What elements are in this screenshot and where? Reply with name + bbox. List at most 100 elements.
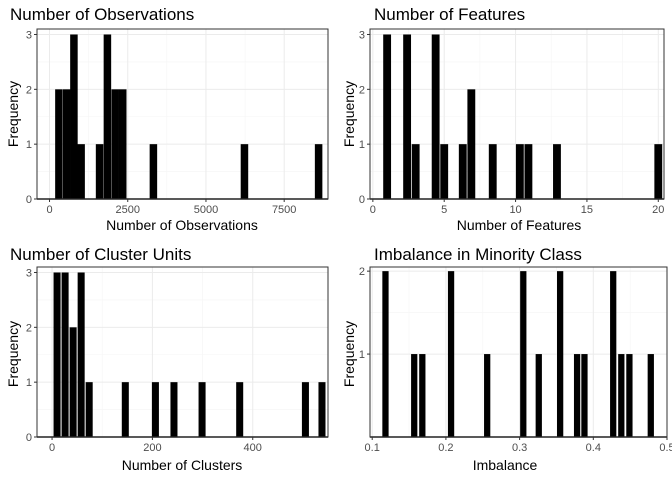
plot-background bbox=[37, 29, 328, 199]
panel-border bbox=[36, 266, 329, 438]
histogram-bar bbox=[382, 271, 389, 437]
histogram-bar bbox=[440, 144, 449, 199]
histogram-bar bbox=[55, 89, 63, 199]
histogram-bar bbox=[70, 34, 78, 199]
y-tick-label: 0 bbox=[26, 432, 32, 444]
histogram-bar bbox=[557, 271, 564, 437]
x-tick-label: 0.1 bbox=[365, 442, 380, 454]
panel-title: Number of Observations bbox=[10, 5, 194, 24]
histogram-bar bbox=[111, 89, 119, 199]
histogram-bar bbox=[151, 382, 159, 437]
histogram-bar bbox=[85, 382, 93, 437]
histogram-bar bbox=[314, 144, 323, 199]
panel-title: Number of Features bbox=[374, 5, 525, 24]
x-axis-title: Imbalance bbox=[473, 457, 538, 473]
x-tick-label: 0.2 bbox=[438, 442, 453, 454]
histogram-bar bbox=[411, 144, 420, 199]
histogram-bar bbox=[419, 354, 426, 437]
histogram-bar bbox=[411, 354, 418, 437]
histogram-bar bbox=[77, 144, 85, 199]
histogram-bar bbox=[520, 271, 527, 437]
y-tick-label: 1 bbox=[359, 139, 365, 151]
histogram-bar bbox=[62, 89, 71, 199]
y-tick-label: 2 bbox=[26, 322, 32, 334]
y-tick-label: 3 bbox=[26, 267, 32, 279]
y-tick-label: 1 bbox=[359, 349, 365, 361]
y-tick-label: 3 bbox=[359, 29, 365, 41]
y-axis-title: Frequency bbox=[5, 321, 21, 387]
histogram-bar bbox=[198, 382, 206, 437]
x-tick-label: 5000 bbox=[194, 204, 218, 216]
y-tick-label: 2 bbox=[26, 84, 32, 96]
bars bbox=[383, 34, 663, 199]
histogram-bar bbox=[240, 144, 249, 199]
bars bbox=[53, 272, 326, 437]
histogram-bar bbox=[524, 144, 533, 199]
histogram-bar bbox=[301, 382, 309, 437]
histogram-bar bbox=[170, 382, 178, 437]
panel-border bbox=[369, 28, 665, 200]
histogram-bar bbox=[149, 144, 158, 199]
histogram-bar bbox=[236, 382, 244, 437]
histogram-bar bbox=[318, 382, 326, 437]
x-tick-label: 15 bbox=[581, 204, 593, 216]
histogram-bar bbox=[647, 354, 654, 437]
x-tick-label: 5 bbox=[441, 204, 447, 216]
x-tick-label: 200 bbox=[143, 442, 161, 454]
panel-title: Number of Cluster Units bbox=[10, 245, 191, 264]
bars bbox=[382, 271, 654, 437]
histogram-bar bbox=[610, 271, 617, 437]
y-axis-title: Frequency bbox=[341, 81, 357, 147]
x-axis-title: Number of Observations bbox=[106, 217, 258, 233]
x-tick-label: 20 bbox=[652, 204, 664, 216]
panel-border bbox=[369, 266, 668, 438]
grid bbox=[37, 267, 328, 438]
histogram-bar bbox=[626, 354, 633, 437]
panel-title: Imbalance in Minority Class bbox=[374, 245, 582, 264]
y-tick-label: 2 bbox=[359, 266, 365, 278]
histogram-bar bbox=[61, 272, 69, 437]
panel-observations: Number of Observations Number of Observa… bbox=[5, 5, 329, 233]
y-tick-label: 3 bbox=[26, 29, 32, 41]
x-axis-title: Number of Clusters bbox=[122, 457, 243, 473]
y-axis-title: Frequency bbox=[341, 321, 357, 387]
histogram-bar bbox=[69, 327, 77, 437]
panel-clusters: Number of Cluster Units Number of Cluste… bbox=[5, 245, 329, 473]
panel-border bbox=[36, 28, 329, 200]
y-tick-label: 0 bbox=[359, 194, 365, 206]
x-tick-label: 0 bbox=[49, 442, 55, 454]
histogram-bar bbox=[447, 271, 455, 437]
histogram-bar bbox=[383, 34, 392, 199]
histogram-bar bbox=[618, 354, 625, 437]
x-tick-label: 0.3 bbox=[512, 442, 527, 454]
x-tick-label: 0.5 bbox=[659, 442, 672, 454]
histogram-bar bbox=[654, 144, 663, 199]
plot-background bbox=[37, 267, 328, 437]
x-tick-label: 2500 bbox=[115, 204, 139, 216]
histogram-bar bbox=[467, 89, 476, 199]
histogram-bar bbox=[121, 382, 129, 437]
panel-imbalance: Imbalance in Minority Class Imbalance Fr… bbox=[341, 245, 672, 473]
x-tick-label: 0 bbox=[46, 204, 52, 216]
histogram-bar bbox=[431, 34, 440, 199]
histogram-bar bbox=[458, 144, 467, 199]
histogram-bar bbox=[403, 34, 412, 199]
bars bbox=[55, 34, 323, 199]
histogram-bar bbox=[515, 144, 524, 199]
y-axis-title: Frequency bbox=[5, 81, 21, 147]
x-tick-label: 10 bbox=[509, 204, 521, 216]
x-tick-label: 7500 bbox=[272, 204, 296, 216]
panel-features: Number of Features Number of Features Fr… bbox=[341, 5, 665, 233]
y-tick-label: 1 bbox=[26, 377, 32, 389]
histogram-bar bbox=[103, 34, 112, 199]
x-tick-label: 0.4 bbox=[586, 442, 601, 454]
histogram-bar bbox=[581, 354, 588, 437]
x-axis-title: Number of Features bbox=[457, 217, 582, 233]
histogram-bar bbox=[53, 272, 61, 437]
histogram-bar bbox=[118, 89, 127, 199]
histogram-bar bbox=[573, 354, 581, 437]
y-tick-label: 0 bbox=[26, 194, 32, 206]
histogram-bar bbox=[535, 354, 542, 437]
histogram-bar bbox=[77, 272, 85, 437]
